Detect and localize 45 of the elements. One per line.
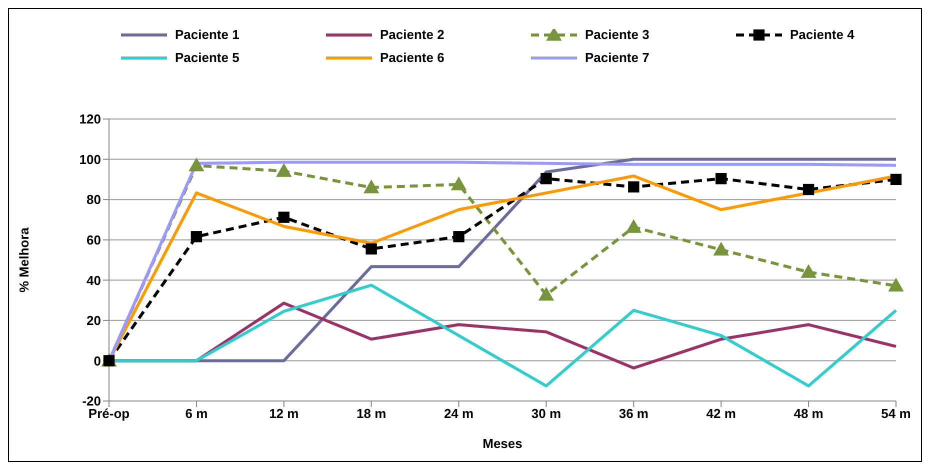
point: [716, 173, 727, 184]
x-tick-label: 42 m: [706, 406, 736, 422]
y-tick-label: 80: [86, 192, 101, 208]
x-tick-label: 24 m: [444, 406, 474, 422]
point: [190, 231, 202, 242]
legend-label: Paciente 2: [380, 27, 444, 42]
legend-label: Paciente 3: [585, 27, 650, 42]
legend-label: Paciente 6: [380, 50, 444, 65]
x-tick-label: Pré-op: [88, 406, 130, 422]
point: [888, 278, 904, 292]
x-axis-title: Meses: [482, 436, 522, 452]
x-tick-label: 30 m: [531, 406, 562, 422]
x-tick-label: 36 m: [618, 406, 648, 422]
legend-label: Paciente 5: [175, 50, 240, 65]
legend-label: Paciente 4: [790, 27, 854, 42]
point: [451, 176, 466, 190]
y-tick-label: -20: [82, 394, 101, 409]
x-tick-label: 54 m: [881, 406, 911, 422]
point: [890, 174, 902, 186]
point: [802, 184, 814, 196]
y-axis-title: % Melhora: [16, 226, 32, 293]
legend-label: Paciente 7: [585, 50, 650, 65]
point: [538, 287, 554, 301]
point: [366, 243, 377, 255]
x-tick-label: 18 m: [356, 406, 386, 422]
point: [276, 164, 292, 177]
y-tick-label: 60: [86, 232, 101, 248]
y-tick-label: 20: [86, 313, 101, 328]
x-tick-label: 48 m: [794, 406, 824, 422]
point: [714, 242, 729, 256]
point: [364, 180, 379, 194]
point: [278, 212, 290, 223]
point: [801, 264, 816, 278]
legend-label: Paciente 1: [175, 27, 240, 42]
point: [628, 181, 640, 192]
point: [453, 231, 464, 242]
point: [540, 173, 552, 184]
x-tick-label: 12 m: [269, 406, 299, 422]
y-tick-label: 120: [79, 112, 101, 127]
point: [626, 220, 642, 233]
y-tick-label: 40: [86, 272, 101, 288]
y-tick-label: 0: [94, 353, 101, 368]
x-tick-label: 6 m: [185, 406, 208, 422]
y-tick-label: 100: [79, 152, 101, 167]
point: [188, 158, 204, 172]
